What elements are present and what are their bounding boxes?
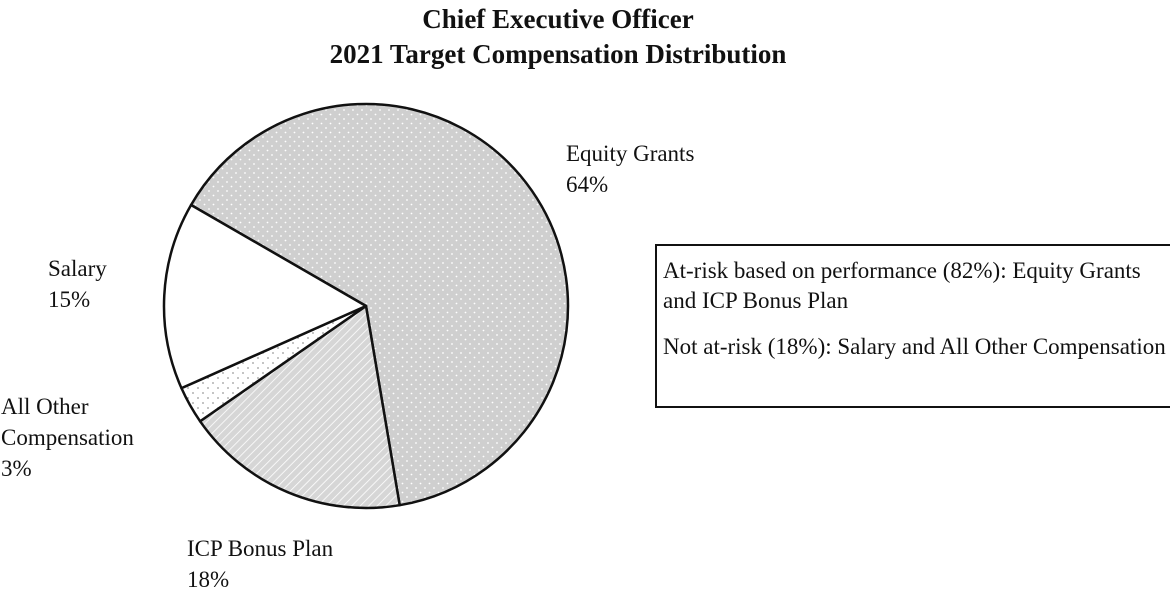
at-risk-note: At-risk based on performance (82%): Equi… <box>663 258 1141 313</box>
slice-label-salary: Salary 15% <box>48 253 107 315</box>
slice-label-equity-grants: Equity Grants 64% <box>566 138 694 200</box>
pie-slice-icp-bonus-plan <box>198 304 401 510</box>
slice-label-value: 18% <box>187 567 230 592</box>
slice-label-name: Equity Grants <box>566 141 695 166</box>
slice-label-value: 15% <box>48 287 91 312</box>
not-at-risk-note: Not at-risk (18%): Salary and All Other … <box>663 334 1166 359</box>
slice-label-name: Salary <box>48 256 107 281</box>
at-risk-annotation-box: At-risk based on performance (82%): Equi… <box>655 244 1170 408</box>
slice-label-all-other-compensation: All Other Compensation 3% <box>1 391 134 484</box>
chart-subtitle: 2021 Target Compensation Distribution <box>329 39 787 69</box>
slice-label-icp-bonus-plan: ICP Bonus Plan 18% <box>187 533 333 595</box>
slice-label-name-line-1: All Other <box>1 394 89 419</box>
slice-label-value: 64% <box>566 172 609 197</box>
slice-label-name: ICP Bonus Plan <box>187 536 334 561</box>
pie-slice-equity-grants <box>189 102 570 507</box>
chart-title: Chief Executive Officer <box>422 4 694 34</box>
pie-slice-salary <box>162 203 368 390</box>
slice-label-value: 3% <box>1 456 32 481</box>
slice-label-name-line-2: Compensation <box>1 425 134 450</box>
